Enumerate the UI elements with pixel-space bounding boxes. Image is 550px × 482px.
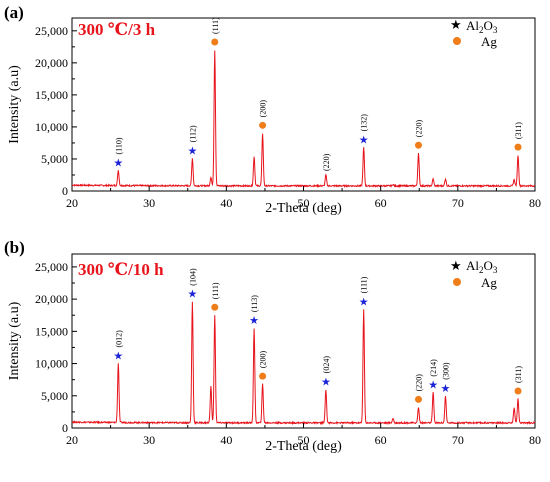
panel-b-markers: ★ (012) ★ (104) (111) ★ (113) (200) ★ (024) ★ (111)… [113, 268, 523, 403]
hkl-label: (111) [360, 276, 369, 293]
y-tick-label: 5,000 [41, 389, 68, 403]
al2o3-peak-marker: ★ [113, 157, 123, 169]
panel-a-diffraction-line [71, 50, 536, 189]
y-tick-label: 10,000 [35, 357, 68, 371]
hkl-label: (111) [211, 282, 220, 299]
panel-b-ticks: 20 30 40 50 60 70 80 0 5,000 10,000 15,000 20,000 25… [35, 260, 541, 447]
legend-ag-dot [453, 37, 461, 45]
al2o3-peak-marker: ★ [359, 296, 369, 308]
hkl-label: (311) [514, 122, 523, 139]
x-tick-label: 30 [143, 433, 155, 447]
x-tick-label: 40 [220, 196, 232, 210]
hkl-label: (110) [114, 137, 123, 154]
hkl-label: (113) [250, 295, 259, 312]
legend-al2o3-star: ★ [450, 17, 462, 32]
hkl-label: (214) [429, 359, 438, 377]
al2o3-peak-marker: ★ [321, 376, 331, 388]
hkl-label: (220) [414, 374, 423, 392]
x-tick-label: 60 [375, 196, 387, 210]
hkl-label: (112) [188, 125, 197, 142]
al2o3-peak-marker: ★ [187, 289, 197, 301]
hkl-label: (220) [414, 120, 423, 138]
hkl-label: (200) [259, 100, 268, 118]
ag-peak-marker [259, 121, 267, 129]
ag-peak-marker [259, 372, 267, 380]
legend-al2o3-label: Al2O3 [466, 18, 498, 35]
al2o3-peak-marker: ★ [441, 383, 451, 395]
panel-a-xlabel: 2-Theta (deg) [265, 201, 342, 216]
ag-peak-marker [211, 303, 219, 311]
y-tick-label: 20,000 [35, 56, 68, 70]
hkl-label: (132) [360, 114, 369, 132]
y-tick-label: 25,000 [35, 24, 68, 38]
y-tick-label: 15,000 [35, 88, 68, 102]
x-tick-label: 40 [220, 433, 232, 447]
legend-b-al2o3-star: ★ [450, 258, 462, 273]
x-tick-label: 70 [452, 433, 464, 447]
y-tick-label: 10,000 [35, 120, 68, 134]
hkl-label: (200) [259, 351, 268, 369]
x-tick-label: 30 [143, 196, 155, 210]
panel-a-ticks: 20 30 40 50 60 70 80 0 5,000 10,000 15,000 20,000 25… [35, 24, 541, 210]
hkl-label: (024) [322, 356, 331, 374]
panel-a-condition: 300 ℃/3 h [78, 20, 156, 39]
y-tick-label: 15,000 [35, 324, 68, 338]
x-tick-label: 50 [298, 196, 310, 210]
panel-a-label: (a) [4, 3, 24, 22]
al2o3-peak-marker: ★ [249, 315, 259, 327]
panel-b-ylabel: Intensity (a.u) [7, 301, 22, 380]
x-tick-label: 80 [529, 433, 541, 447]
ag-peak-marker [514, 387, 522, 395]
panel-a-frame [71, 17, 536, 192]
al2o3-peak-marker: ★ [359, 134, 369, 146]
al2o3-peak-marker: ★ [113, 351, 123, 363]
legend-ag-label: Ag [481, 34, 497, 49]
y-tick-label: 0 [62, 184, 68, 198]
hkl-label: (220) [322, 153, 331, 171]
x-tick-label: 60 [375, 433, 387, 447]
legend-b-al2o3-label: Al2O3 [466, 258, 498, 275]
al2o3-peak-marker: ★ [187, 145, 197, 157]
ag-peak-marker [211, 38, 219, 46]
y-tick-label: 5,000 [41, 152, 68, 166]
legend-b-ag-label: Ag [481, 275, 497, 290]
x-tick-label: 50 [298, 433, 310, 447]
al2o3-peak-marker: ★ [428, 380, 438, 392]
y-tick-label: 20,000 [35, 292, 68, 306]
hkl-label: (311) [514, 366, 523, 383]
x-tick-label: 20 [66, 433, 78, 447]
x-tick-label: 70 [452, 196, 464, 210]
panel-a: 20 30 40 50 60 70 80 0 5,000 10,000 15,000 20,000 25… [4, 3, 541, 216]
panel-b-diffraction-line [71, 301, 536, 426]
panel-a-legend: ★ Al2O3 Ag [450, 17, 498, 49]
hkl-label: (300) [441, 362, 450, 380]
panel-b-condition: 300 ℃/10 h [78, 260, 164, 279]
panel-a-markers: ★ (110) ★ (112) (111) (200) (220) ★ (132) (220) (3… [113, 17, 523, 171]
x-tick-label: 80 [529, 196, 541, 210]
ag-peak-marker [514, 143, 522, 151]
y-tick-label: 0 [62, 421, 68, 435]
panel-b-legend: ★ Al2O3 Ag [450, 258, 498, 290]
legend-b-ag-dot [453, 278, 461, 286]
hkl-label: (111) [211, 17, 220, 34]
panel-b-frame [71, 253, 536, 429]
ag-peak-marker [414, 395, 422, 403]
panel-a-ylabel: Intensity (a.u) [7, 65, 22, 144]
panel-b: 20 30 40 50 60 70 80 0 5,000 10,000 15,000 20,000 25… [4, 238, 541, 454]
ag-peak-marker [414, 141, 422, 149]
panel-b-xlabel: 2-Theta (deg) [265, 439, 342, 454]
y-tick-label: 25,000 [35, 260, 68, 274]
hkl-label: (104) [188, 268, 197, 286]
panel-b-label: (b) [4, 238, 25, 257]
x-tick-label: 20 [66, 196, 78, 210]
hkl-label: (012) [114, 330, 123, 348]
